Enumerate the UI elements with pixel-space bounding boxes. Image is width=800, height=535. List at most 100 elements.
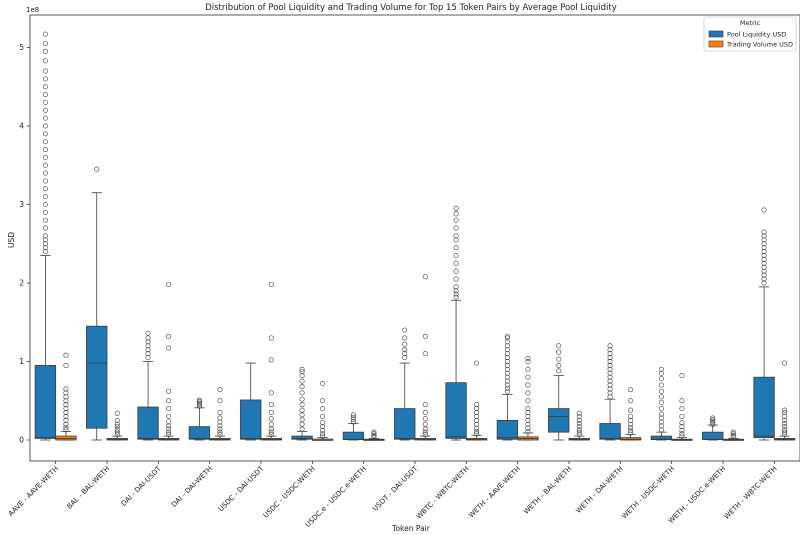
outlier-point — [166, 426, 172, 432]
outlier-point — [730, 429, 736, 435]
outlier-point — [761, 245, 767, 251]
box-liquidity — [650, 366, 673, 441]
outlier-point — [402, 355, 408, 361]
outlier-point — [422, 333, 428, 339]
outlier-point — [299, 407, 305, 413]
outlier-point — [42, 68, 48, 74]
box-body — [240, 399, 262, 440]
outlier-point — [114, 429, 120, 435]
y-tick-label: 2 — [19, 279, 24, 288]
box-liquidity — [137, 330, 159, 441]
outlier-point — [42, 249, 48, 255]
outlier-point — [453, 245, 459, 251]
outlier-point — [782, 417, 788, 423]
outlier-point — [299, 412, 305, 418]
outlier-point — [679, 428, 685, 434]
outlier-point — [42, 147, 48, 153]
outlier-point — [42, 48, 48, 54]
outlier-point — [504, 339, 510, 345]
box-liquidity — [445, 205, 467, 441]
outlier-point — [320, 398, 326, 404]
outlier-point — [782, 427, 788, 433]
outlier-point — [320, 406, 326, 412]
outlier-point — [63, 410, 69, 416]
outlier-point — [42, 123, 48, 129]
outlier-point — [299, 373, 305, 379]
box-volume — [209, 387, 231, 441]
outlier-point — [63, 390, 69, 396]
outlier-point — [474, 413, 480, 419]
outlier-point — [320, 420, 326, 426]
outlier-point — [658, 411, 664, 417]
outlier-point — [42, 41, 48, 47]
outlier-point — [145, 335, 151, 341]
outlier-point — [453, 260, 459, 266]
outlier-point — [504, 374, 510, 380]
outlier-point — [710, 421, 716, 427]
box-liquidity — [599, 343, 621, 441]
outlier-point — [556, 356, 562, 362]
outlier-point — [453, 291, 459, 297]
outlier-point — [350, 417, 356, 423]
outlier-point — [556, 362, 562, 368]
outlier-point — [504, 333, 510, 339]
outlier-point — [166, 419, 172, 425]
outlier-point — [710, 418, 716, 424]
outlier-point — [504, 366, 510, 372]
outlier-point — [268, 421, 274, 427]
outlier-point — [268, 282, 274, 288]
outlier-point — [42, 237, 48, 243]
outlier-point — [196, 399, 202, 405]
outlier-point — [166, 282, 172, 288]
outlier-point — [628, 421, 634, 427]
outlier-point — [576, 417, 582, 423]
outlier-point — [145, 351, 151, 357]
box-liquidity — [548, 343, 570, 441]
outlier-point — [679, 424, 685, 430]
outlier-point — [658, 427, 664, 433]
outlier-point — [42, 154, 48, 160]
outlier-point — [474, 417, 480, 423]
outlier-point — [525, 421, 531, 427]
outlier-point — [730, 431, 736, 437]
box-volume — [55, 352, 77, 441]
outlier-point — [320, 433, 326, 439]
box-volume — [619, 387, 642, 441]
outlier-point — [525, 398, 531, 404]
outlier-point — [42, 241, 48, 247]
outlier-point — [320, 413, 326, 419]
outlier-point — [42, 178, 48, 184]
box-volume — [414, 274, 436, 441]
outlier-point — [761, 233, 767, 239]
outlier-point — [299, 426, 305, 432]
outlier-point — [453, 211, 459, 217]
outlier-point — [166, 423, 172, 429]
outlier-point — [782, 410, 788, 416]
outlier-point — [504, 351, 510, 357]
legend-item: Pool Liquidity USD — [708, 31, 786, 39]
outlier-point — [607, 362, 613, 368]
outlier-point — [607, 347, 613, 353]
outlier-point — [166, 406, 172, 412]
outlier-point — [299, 366, 305, 372]
outlier-point — [166, 388, 172, 394]
outlier-point — [350, 419, 356, 425]
outlier-point — [628, 430, 634, 436]
outlier-point — [761, 237, 767, 243]
outlier-point — [658, 394, 664, 400]
outlier-point — [114, 432, 120, 438]
box-body — [445, 382, 467, 439]
outlier-point — [628, 398, 634, 404]
outlier-point — [42, 245, 48, 251]
outlier-point — [114, 421, 120, 427]
outlier-point — [658, 382, 664, 388]
y-offset-label: 1e8 — [26, 6, 39, 14]
outlier-point — [350, 414, 356, 420]
outlier-point — [525, 406, 531, 412]
box-body — [34, 365, 57, 439]
outlier-point — [474, 421, 480, 427]
outlier-point — [63, 417, 69, 423]
outlier-point — [525, 413, 531, 419]
outlier-point — [422, 429, 428, 435]
